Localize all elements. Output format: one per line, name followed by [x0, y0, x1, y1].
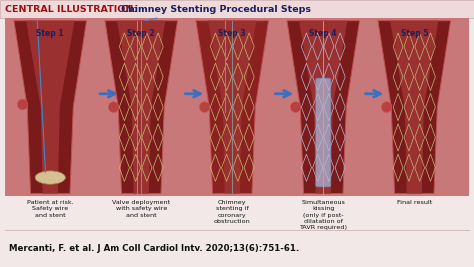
Polygon shape [26, 21, 74, 194]
Polygon shape [14, 21, 87, 194]
Polygon shape [208, 21, 256, 194]
Ellipse shape [291, 102, 301, 112]
Text: Valve deployment
with safety wire
and stent: Valve deployment with safety wire and st… [112, 200, 170, 218]
FancyBboxPatch shape [316, 78, 331, 187]
Text: Chimney Stenting Procedural Steps: Chimney Stenting Procedural Steps [121, 5, 311, 14]
Ellipse shape [35, 171, 65, 184]
FancyBboxPatch shape [0, 0, 474, 18]
Text: Step 3: Step 3 [219, 29, 246, 38]
Text: CENTRAL ILLUSTRATION:: CENTRAL ILLUSTRATION: [5, 5, 137, 14]
FancyBboxPatch shape [5, 18, 469, 196]
Text: Patient at risk.
Safety wire
and stent: Patient at risk. Safety wire and stent [27, 200, 73, 218]
Polygon shape [378, 21, 451, 194]
Text: Simultaneous
kissing
(only if post-
dilatation of
TAVR required): Simultaneous kissing (only if post- dila… [299, 200, 347, 230]
Text: Step 1: Step 1 [36, 29, 64, 38]
Polygon shape [299, 21, 347, 194]
Ellipse shape [200, 102, 210, 112]
Ellipse shape [382, 102, 392, 112]
Text: Final result: Final result [397, 200, 432, 205]
Ellipse shape [109, 102, 119, 112]
Polygon shape [117, 21, 165, 194]
Text: Mercanti, F. et al. J Am Coll Cardiol Intv. 2020;13(6):751-61.: Mercanti, F. et al. J Am Coll Cardiol In… [9, 244, 300, 253]
Polygon shape [105, 21, 178, 194]
Polygon shape [287, 21, 360, 194]
Text: Chimney
stenting if
coronary
obstruction: Chimney stenting if coronary obstruction [214, 200, 251, 224]
Polygon shape [390, 21, 438, 194]
Ellipse shape [18, 99, 28, 110]
Text: Step 4: Step 4 [310, 29, 337, 38]
Text: Step 5: Step 5 [401, 29, 428, 38]
Polygon shape [196, 21, 269, 194]
Text: Step 2: Step 2 [128, 29, 155, 38]
